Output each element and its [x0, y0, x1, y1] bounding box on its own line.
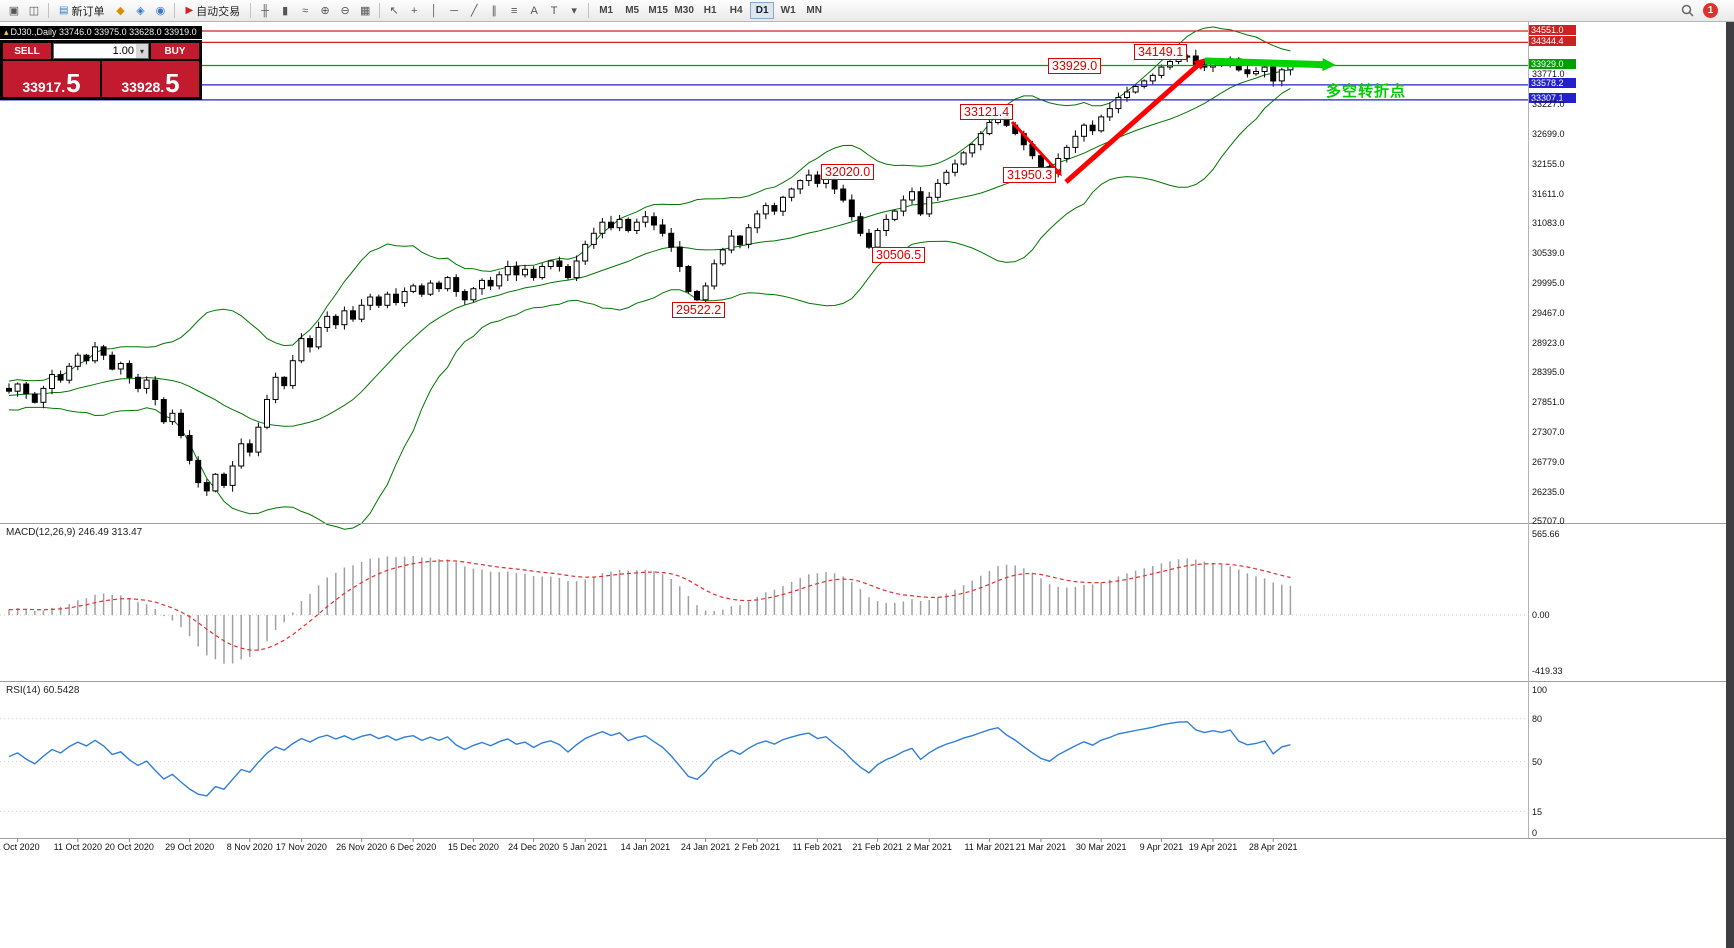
auto-trading-button[interactable]: ▶ 自动交易 [179, 2, 246, 20]
volume-input[interactable] [54, 44, 136, 58]
text-icon[interactable]: A [530, 4, 538, 17]
rsi-indicator-label: RSI(14) 60.5428 [6, 685, 80, 696]
timeframe-group: M1 M5 M15 M30 H1 H4 D1 W1 MN [593, 2, 827, 19]
buy-price-main: 33928. [121, 79, 165, 95]
data-window-icon[interactable]: ◈ [136, 5, 145, 17]
timeframe-M30[interactable]: M30 [674, 5, 694, 16]
cursor-icon[interactable]: ↖ [389, 5, 399, 17]
fibonacci-icon[interactable]: ≡ [510, 4, 518, 17]
timeframe-MN[interactable]: MN [806, 5, 822, 16]
navigator-icon[interactable]: ◉ [155, 5, 166, 17]
channel-icon[interactable]: ∥ [491, 5, 497, 17]
profiles-icon[interactable]: ◫ [28, 5, 40, 17]
new-order-button[interactable]: ▤ 新订单 [53, 2, 110, 20]
zoom-out-icon[interactable]: ⊖ [340, 5, 350, 17]
timeframe-H1[interactable]: H1 [703, 5, 717, 16]
vertical-line-icon[interactable]: │ [430, 4, 438, 17]
timeframe-H4[interactable]: H4 [729, 5, 743, 16]
label-icon[interactable]: T [550, 4, 558, 17]
sell-price-big-digit: 5 [66, 67, 81, 98]
timeframe-W1[interactable]: W1 [780, 5, 796, 16]
toolbar-separator [379, 3, 381, 18]
timeframe-M1[interactable]: M1 [599, 5, 614, 16]
auto-trading-label: 自动交易 [196, 5, 241, 18]
symbol-ohlc-text: DJ30.,Daily 33746.0 33975.0 33628.0 3391… [10, 27, 197, 37]
new-order-icon: ▤ [59, 5, 69, 16]
date-axis-separator [0, 838, 1726, 841]
vertical-scrollbar[interactable] [1726, 0, 1734, 948]
crosshair-icon[interactable]: + [410, 4, 418, 17]
timeframe-D1[interactable]: D1 [750, 2, 775, 19]
candles-chart-type-icon[interactable]: ▮ [282, 5, 289, 17]
price-axis[interactable] [1528, 22, 1530, 838]
volume-dropdown-icon[interactable]: ▾ [136, 44, 148, 58]
sell-price[interactable]: 33917. 5 [3, 61, 100, 97]
zoom-in-icon[interactable]: ⊕ [320, 5, 330, 17]
bars-chart-type-icon[interactable]: ╫ [261, 4, 270, 17]
buy-button[interactable]: BUY [151, 43, 199, 59]
timeframe-M15[interactable]: M15 [648, 5, 668, 16]
market-watch-icon[interactable]: ◆ [116, 5, 125, 17]
buy-price[interactable]: 33928. 5 [102, 61, 199, 97]
line-chart-type-icon[interactable]: ≈ [302, 4, 309, 17]
notification-badge[interactable]: 1 [1703, 3, 1718, 18]
chart-window-icon[interactable]: ▣ [8, 5, 20, 17]
sell-price-main: 33917. [22, 79, 66, 95]
toolbar: ▣ ◫ ▤ 新订单 ◆ ◈ ◉ ▶ 自动交易 ╫ ▮ ≈ ⊕ ⊖ ▦ ↖ + │ ─ ╱ ∥ ≡ A T ▾ M1… [0, 0, 1734, 22]
indicators-grid-icon[interactable]: ▦ [359, 5, 371, 17]
chart-icon: ▴ [4, 27, 9, 37]
toolbar-separator [250, 3, 252, 18]
macd-indicator-label: MACD(12,26,9) 246.49 313.47 [6, 527, 143, 538]
toolbar-separator [174, 3, 176, 18]
new-order-label: 新订单 [71, 5, 105, 18]
toolbar-separator [48, 3, 49, 18]
one-click-trading-panel: SELL ▾ BUY 33917.5 33928.5 [0, 40, 202, 100]
search-icon[interactable] [1678, 2, 1696, 20]
timeframe-M5[interactable]: M5 [625, 5, 640, 16]
toolbar-separator [588, 3, 590, 18]
trendline-icon[interactable]: ╱ [470, 5, 478, 17]
buy-price-big-digit: 5 [165, 67, 180, 98]
sell-button[interactable]: SELL [3, 43, 51, 59]
auto-trading-icon: ▶ [185, 5, 194, 16]
symbol-info-strip: ▴ DJ30.,Daily 33746.0 33975.0 33628.0 339… [0, 26, 202, 39]
panel-separator-macd[interactable] [0, 523, 1726, 526]
panel-separator-rsi[interactable] [0, 681, 1726, 684]
horizontal-line-icon[interactable]: ─ [450, 4, 459, 17]
annotation-text[interactable]: 多空转折点 [1326, 83, 1407, 100]
arrows-dropdown-icon[interactable]: ▾ [571, 5, 577, 17]
